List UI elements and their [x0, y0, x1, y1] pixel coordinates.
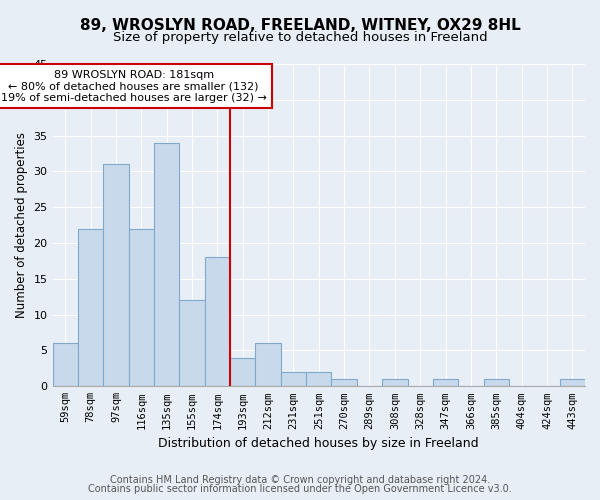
Bar: [256, 344, 281, 386]
Bar: [53, 344, 78, 386]
Bar: [230, 358, 256, 386]
Bar: [78, 228, 103, 386]
Bar: [205, 258, 230, 386]
Bar: [331, 379, 357, 386]
Bar: [281, 372, 306, 386]
Bar: [103, 164, 128, 386]
Text: Contains HM Land Registry data © Crown copyright and database right 2024.: Contains HM Land Registry data © Crown c…: [110, 475, 490, 485]
Bar: [179, 300, 205, 386]
Bar: [433, 379, 458, 386]
Bar: [128, 228, 154, 386]
Text: 89 WROSLYN ROAD: 181sqm
← 80% of detached houses are smaller (132)
19% of semi-d: 89 WROSLYN ROAD: 181sqm ← 80% of detache…: [1, 70, 266, 103]
X-axis label: Distribution of detached houses by size in Freeland: Distribution of detached houses by size …: [158, 437, 479, 450]
Y-axis label: Number of detached properties: Number of detached properties: [15, 132, 28, 318]
Bar: [484, 379, 509, 386]
Text: Contains public sector information licensed under the Open Government Licence v3: Contains public sector information licen…: [88, 484, 512, 494]
Text: Size of property relative to detached houses in Freeland: Size of property relative to detached ho…: [113, 31, 487, 44]
Bar: [154, 143, 179, 386]
Bar: [306, 372, 331, 386]
Bar: [560, 379, 585, 386]
Text: 89, WROSLYN ROAD, FREELAND, WITNEY, OX29 8HL: 89, WROSLYN ROAD, FREELAND, WITNEY, OX29…: [80, 18, 520, 32]
Bar: [382, 379, 407, 386]
